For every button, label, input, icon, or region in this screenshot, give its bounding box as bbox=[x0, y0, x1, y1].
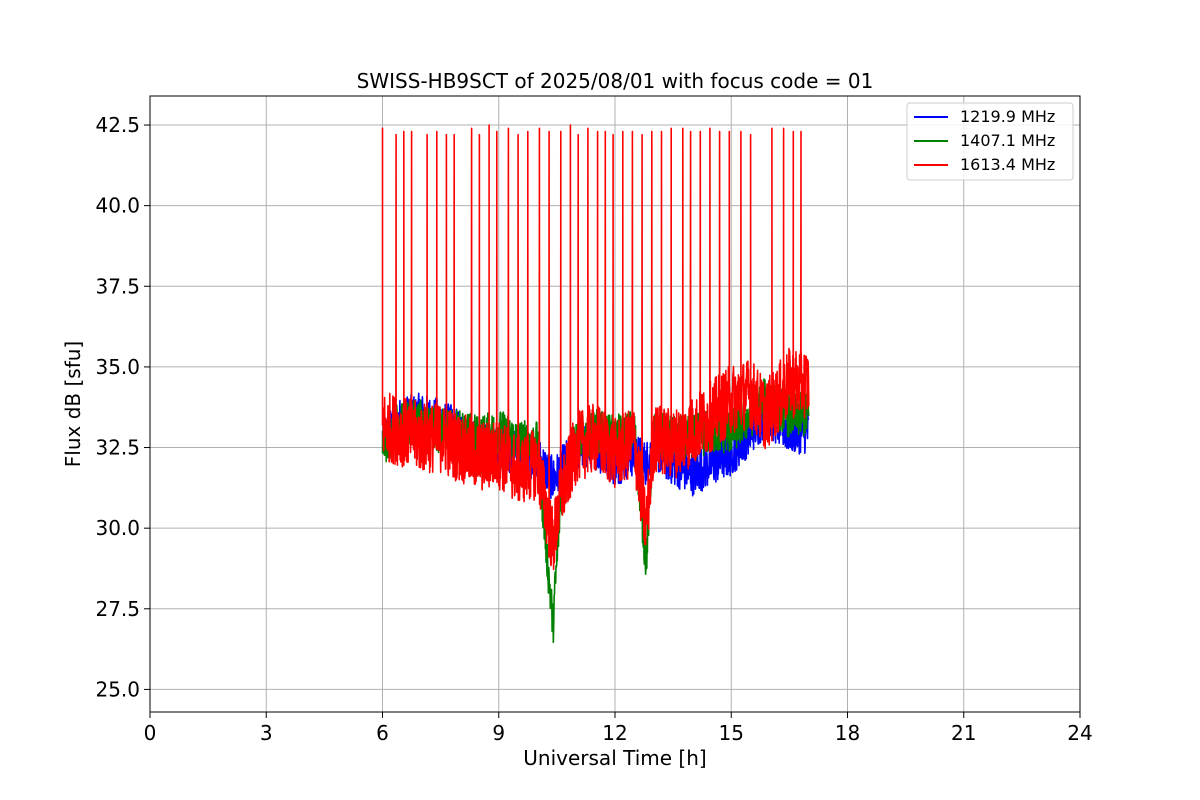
x-tick-label: 15 bbox=[719, 721, 744, 745]
x-tick-label: 18 bbox=[835, 721, 860, 745]
x-axis-label: Universal Time [h] bbox=[523, 746, 706, 770]
x-tick-label: 3 bbox=[260, 721, 273, 745]
y-axis-label: Flux dB [sfu] bbox=[61, 341, 85, 467]
legend-box bbox=[906, 102, 1074, 181]
y-tick-label: 32.5 bbox=[95, 436, 140, 460]
plot-area bbox=[381, 124, 810, 644]
x-tick-label: 9 bbox=[492, 721, 505, 745]
axis-ticks: 0 3 6 9 12 15 18 21 24 25.0 27.5 30.0 32.5 35.0 37.5 40… bbox=[95, 113, 1092, 745]
y-tick-label: 30.0 bbox=[95, 516, 140, 540]
grid bbox=[149, 96, 1081, 712]
x-tick-label: 24 bbox=[1067, 721, 1092, 745]
y-tick-label: 25.0 bbox=[95, 677, 140, 701]
x-tick-label: 6 bbox=[376, 721, 389, 745]
legend: 1219.9 MHz 1407.1 MHz 1613.4 MHz bbox=[906, 102, 1074, 181]
y-tick-label: 40.0 bbox=[95, 194, 140, 218]
y-tick-label: 27.5 bbox=[95, 597, 140, 621]
legend-entry: 1613.4 MHz bbox=[960, 155, 1055, 174]
y-tick-label: 35.0 bbox=[95, 355, 140, 379]
x-tick-label: 21 bbox=[951, 721, 976, 745]
x-tick-label: 12 bbox=[602, 721, 627, 745]
series-line-3 bbox=[381, 124, 810, 571]
y-tick-label: 37.5 bbox=[95, 274, 140, 298]
legend-entry: 1407.1 MHz bbox=[960, 131, 1055, 150]
y-tick-label: 42.5 bbox=[95, 113, 140, 137]
x-tick-label: 0 bbox=[144, 721, 157, 745]
chart-title: SWISS-HB9SCT of 2025/08/01 with focus co… bbox=[357, 69, 874, 93]
legend-entry: 1219.9 MHz bbox=[960, 107, 1055, 126]
